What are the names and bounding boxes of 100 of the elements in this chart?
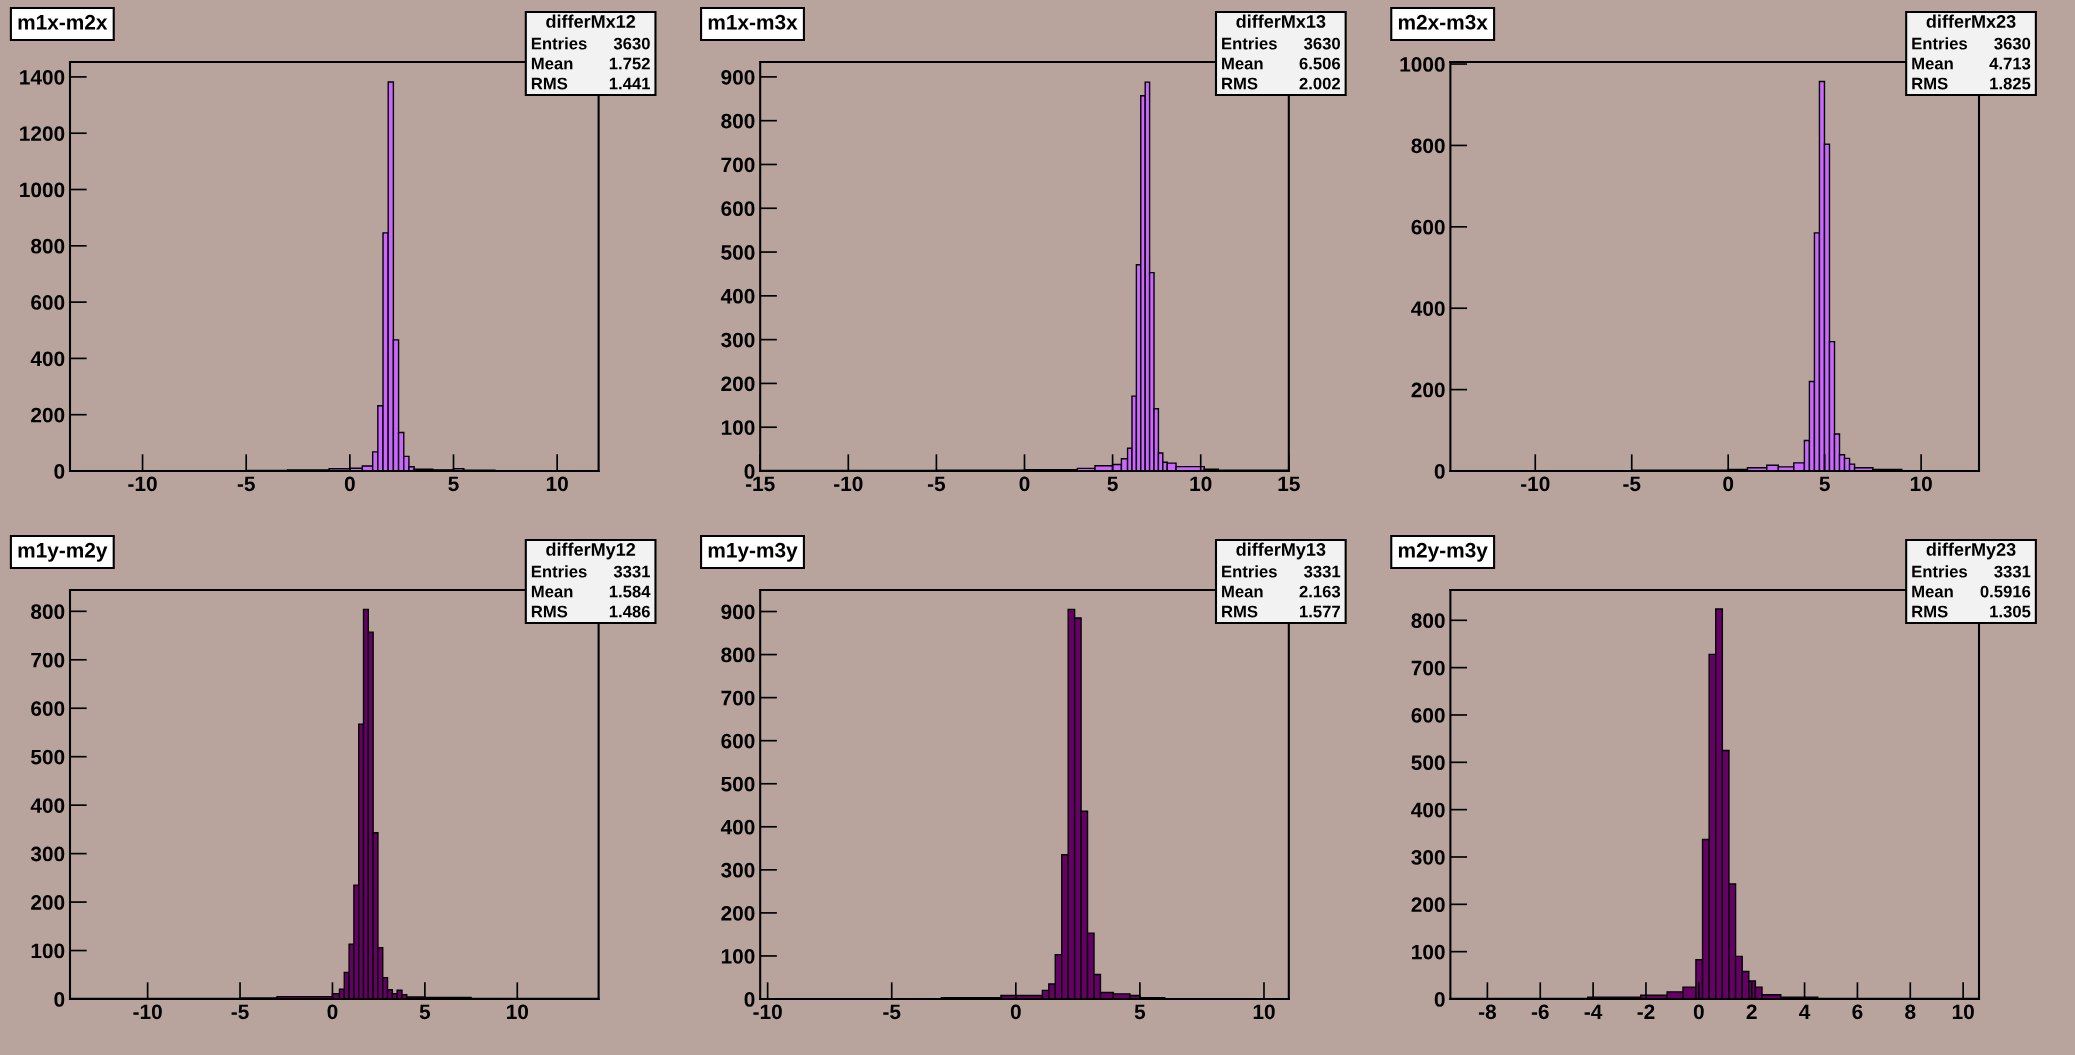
annotation: RMS bbox=[1912, 77, 1948, 90]
text: 2.002 bbox=[1299, 77, 1341, 90]
y-tick-label: 700 bbox=[721, 690, 755, 706]
y-tick-label: 800 bbox=[721, 647, 755, 663]
x-tick-label: -10 bbox=[133, 1004, 162, 1020]
y-tick-label: 500 bbox=[31, 749, 65, 765]
x-tick-label: 0 bbox=[327, 1004, 338, 1020]
x-tick-label: 10 bbox=[1253, 1004, 1275, 1020]
text: Entries bbox=[531, 37, 587, 50]
y-tick-label: 800 bbox=[1411, 138, 1445, 154]
x-tick-label: 10 bbox=[1190, 476, 1212, 492]
text: 3331 bbox=[613, 565, 651, 578]
annotation: Mean bbox=[1222, 585, 1263, 598]
y-tick-label: 900 bbox=[721, 604, 755, 620]
x-tick-label: -6 bbox=[1531, 1004, 1549, 1020]
text: 6.506 bbox=[1299, 57, 1341, 70]
x-tick-label: -5 bbox=[927, 476, 946, 492]
x-tick-label: 5 bbox=[419, 1004, 431, 1020]
y-tick-label: 1400 bbox=[20, 69, 65, 85]
x-tick-label: 10 bbox=[546, 476, 568, 492]
x-tick-label: -5 bbox=[231, 1004, 249, 1020]
y-tick-label: 100 bbox=[1412, 944, 1445, 960]
x-tick-label: -5 bbox=[883, 1004, 901, 1020]
text: differMx23 bbox=[1926, 14, 2016, 28]
y-tick-label: 0 bbox=[1434, 992, 1445, 1007]
annotation: Mean bbox=[531, 57, 573, 70]
text: differMx13 bbox=[1236, 14, 1326, 28]
x-tick-label: 4 bbox=[1799, 1004, 1811, 1019]
y-tick-label: 900 bbox=[721, 69, 755, 85]
y-tick-label: 0 bbox=[54, 992, 65, 1007]
y-tick-label: 200 bbox=[721, 905, 755, 921]
x-tick-label: 15 bbox=[1278, 476, 1300, 492]
annotation: Mean bbox=[531, 585, 573, 598]
text: Entries bbox=[1912, 565, 1967, 578]
y-tick-label: 400 bbox=[720, 288, 755, 304]
y-tick-label: 800 bbox=[31, 238, 65, 254]
x-tick-label: 0 bbox=[1019, 476, 1030, 492]
text: 3630 bbox=[1994, 37, 2031, 50]
y-tick-label: 400 bbox=[30, 351, 65, 367]
y-tick-label: 800 bbox=[31, 604, 65, 620]
x-tick-label: -4 bbox=[1584, 1004, 1603, 1019]
y-tick-label: 400 bbox=[1411, 301, 1445, 316]
y-tick-label: 100 bbox=[31, 943, 65, 959]
y-tick-label: 800 bbox=[721, 113, 755, 129]
text: 0.5916 bbox=[1980, 585, 2031, 598]
annotation: RMS bbox=[531, 605, 568, 618]
y-tick-label: 400 bbox=[720, 819, 755, 835]
text: 1.584 bbox=[609, 585, 651, 598]
y-tick-label: 500 bbox=[721, 776, 755, 792]
annotation: RMS bbox=[531, 77, 568, 90]
chart-title: m1x-m2x bbox=[18, 14, 108, 30]
x-tick-label: 10 bbox=[1952, 1004, 1974, 1020]
x-tick-label: -10 bbox=[128, 476, 157, 492]
y-tick-label: 300 bbox=[721, 862, 755, 878]
y-tick-label: 500 bbox=[1411, 755, 1445, 771]
x-tick-label: -10 bbox=[834, 476, 863, 492]
y-tick-label: 600 bbox=[1411, 707, 1445, 723]
y-tick-label: 0 bbox=[744, 992, 755, 1007]
text: Entries bbox=[531, 565, 587, 578]
y-tick-label: 1000 bbox=[1400, 57, 1445, 72]
y-tick-label: 0 bbox=[1434, 464, 1445, 479]
chart-title: m2x-m3x bbox=[1398, 14, 1488, 30]
x-tick-label: 5 bbox=[1107, 476, 1118, 492]
x-tick-label: 0 bbox=[1010, 1004, 1021, 1020]
y-tick-label: 200 bbox=[31, 895, 65, 910]
text: 2.163 bbox=[1299, 585, 1341, 598]
text: 4.713 bbox=[1989, 57, 2031, 70]
x-tick-label: 10 bbox=[1910, 476, 1932, 492]
y-tick-label: 1000 bbox=[20, 182, 65, 198]
x-tick-label: 0 bbox=[1693, 1004, 1704, 1020]
x-tick-label: 2 bbox=[1746, 1004, 1757, 1019]
text: 1.441 bbox=[609, 77, 651, 90]
text: differMy12 bbox=[546, 542, 636, 560]
y-tick-label: 600 bbox=[1411, 219, 1445, 235]
y-tick-label: 1200 bbox=[20, 126, 65, 141]
text: 1.825 bbox=[1990, 77, 2031, 90]
x-tick-label: 0 bbox=[1723, 476, 1734, 492]
text: 1.305 bbox=[1990, 605, 2031, 618]
y-tick-label: 600 bbox=[721, 733, 755, 749]
y-tick-label: 300 bbox=[1411, 849, 1445, 865]
y-tick-label: 0 bbox=[54, 464, 65, 479]
chart-title: m2y-m3y bbox=[1398, 542, 1488, 562]
x-tick-label: -10 bbox=[753, 1004, 782, 1020]
y-tick-label: 200 bbox=[1411, 382, 1445, 398]
x-tick-label: 10 bbox=[507, 1004, 529, 1020]
text: differMy23 bbox=[1926, 542, 2016, 560]
y-tick-label: 700 bbox=[721, 157, 755, 173]
text: differMx12 bbox=[546, 14, 636, 28]
x-tick-label: -5 bbox=[237, 476, 255, 492]
x-tick-label: 0 bbox=[344, 476, 355, 492]
y-tick-label: 200 bbox=[31, 407, 65, 423]
chart-title: m1y-m2y bbox=[18, 542, 108, 562]
y-tick-label: 600 bbox=[31, 295, 65, 310]
x-tick-label: -2 bbox=[1637, 1004, 1655, 1019]
y-tick-label: 600 bbox=[31, 701, 65, 716]
chart-title: m1x-m3x bbox=[708, 14, 798, 30]
y-tick-label: 400 bbox=[1411, 802, 1445, 818]
text: Entries bbox=[1912, 37, 1967, 50]
text: 1.577 bbox=[1300, 605, 1340, 618]
text: 1.752 bbox=[609, 57, 650, 70]
